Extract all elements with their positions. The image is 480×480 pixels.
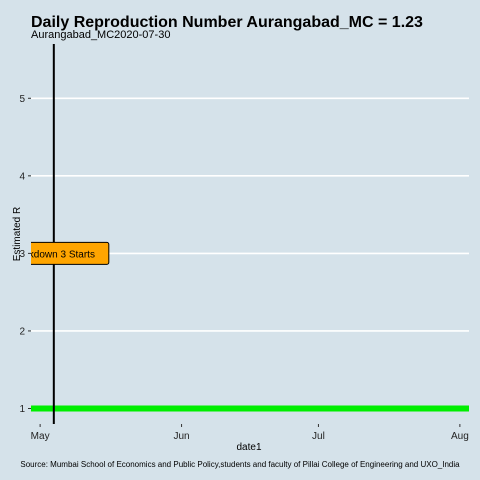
x-tick-label: May xyxy=(31,431,50,442)
x-tick-label: Jul xyxy=(312,431,325,442)
y-tick-label: 2 xyxy=(19,326,25,337)
x-tick-label: Jun xyxy=(174,431,190,442)
x-tick-label: Aug xyxy=(451,431,469,442)
y-tick-label: 5 xyxy=(19,94,25,105)
y-axis-label: Estimated R xyxy=(12,207,23,261)
chart-title: Daily Reproduction Number Aurangabad_MC … xyxy=(31,14,423,31)
chart-caption: Source: Mumbai School of Economics and P… xyxy=(20,460,460,469)
y-tick-label: 1 xyxy=(19,404,25,415)
annotation-label: Lockdown 3 Starts xyxy=(13,249,95,260)
annotation-layer: Lockdown 3 Starts xyxy=(13,44,110,424)
x-axis-ticks: May Jun Jul Aug xyxy=(31,424,469,442)
chart-subtitle: Aurangabad_MC2020-07-30 xyxy=(31,29,170,41)
y-tick-label: 4 xyxy=(19,171,25,182)
x-axis-label: date1 xyxy=(236,442,261,453)
y-tick-label: 3 xyxy=(19,249,25,260)
y-axis-ticks: 1 2 3 4 5 xyxy=(19,94,31,415)
annotation-label-box xyxy=(31,241,110,265)
